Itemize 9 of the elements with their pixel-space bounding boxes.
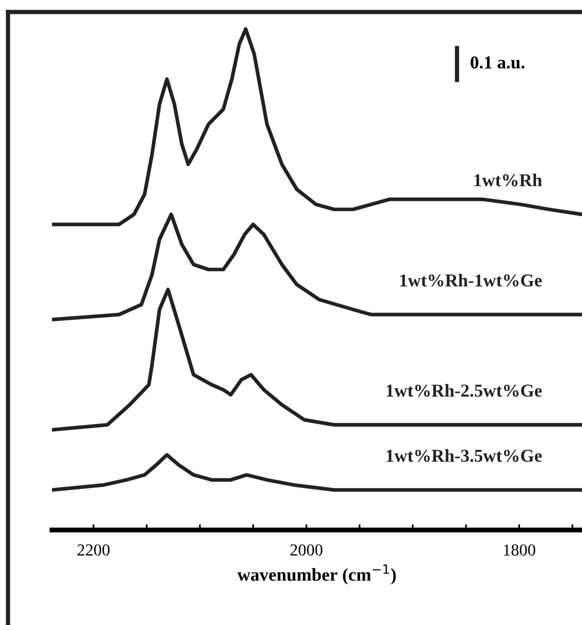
series-label: 1wt%Rh-3.5wt%Ge: [386, 449, 542, 462]
x-tick-label: 2000: [290, 544, 322, 556]
x-tick-label: 2200: [78, 544, 110, 556]
x-axis-title: wavenumber (cm$^{−1}$): [237, 564, 396, 585]
x-tick-label: 1800: [504, 544, 536, 556]
series-label: 1wt%Rh-1wt%Ge: [400, 274, 542, 287]
annotation: 0.1 a.u.: [470, 56, 524, 69]
series-label: 1wt%Rh-2.5wt%Ge: [386, 384, 542, 397]
series-label: 1wt%Rh: [474, 174, 542, 186]
